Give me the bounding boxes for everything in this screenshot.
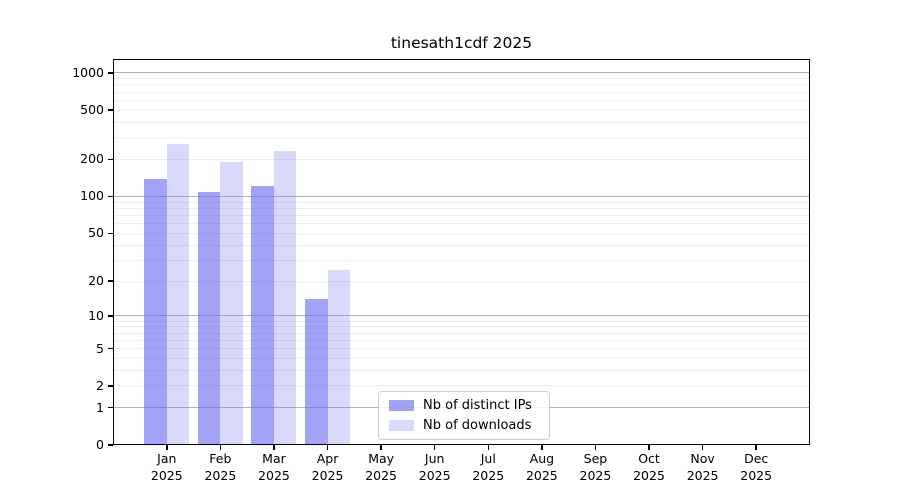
x-tick-label: Nov 2025	[686, 451, 719, 483]
bar-distinct-ips	[305, 299, 328, 445]
y-tick-mark	[108, 109, 113, 111]
minor-gridline	[113, 357, 810, 359]
minor-gridline	[113, 84, 810, 86]
plot-area	[113, 59, 810, 445]
x-tick-label: Aug 2025	[525, 451, 558, 483]
minor-gridline	[113, 137, 810, 139]
x-tick-mark	[541, 445, 543, 450]
minor-gridline	[113, 109, 810, 111]
minor-gridline	[113, 332, 810, 334]
y-tick-mark	[108, 158, 113, 161]
y-tick-label: 2	[96, 377, 104, 393]
bar-distinct-ips	[197, 192, 221, 445]
x-tick-mark	[273, 445, 275, 450]
y-tick-mark	[108, 347, 113, 350]
x-tick-label: Apr 2025	[311, 451, 344, 483]
bar-downloads	[166, 144, 190, 445]
y-tick-label: 1	[96, 399, 104, 415]
chart-title: tinesath1cdf 2025	[390, 34, 533, 52]
x-tick-mark	[594, 445, 597, 450]
y-tick-mark	[108, 72, 113, 74]
x-tick-mark	[433, 445, 436, 450]
minor-gridline	[113, 326, 810, 328]
downloads-swatch-icon	[389, 420, 414, 431]
legend-label-distinct-ips: Nb of distinct IPs	[423, 398, 532, 413]
x-tick-mark	[166, 445, 168, 450]
x-tick-mark	[755, 445, 757, 450]
minor-gridline	[113, 121, 810, 123]
x-tick-mark	[648, 445, 650, 450]
x-tick-mark	[380, 445, 382, 450]
bar-downloads	[220, 162, 243, 445]
minor-gridline	[113, 91, 810, 93]
x-tick-mark	[701, 445, 704, 450]
minor-gridline	[113, 78, 810, 80]
minor-gridline	[113, 201, 810, 203]
x-tick-mark	[487, 445, 490, 450]
y-tick-label: 200	[80, 151, 104, 167]
x-tick-label: Jul 2025	[472, 451, 505, 483]
minor-gridline	[113, 320, 810, 322]
y-tick-mark	[108, 280, 113, 282]
minor-gridline	[113, 232, 810, 234]
minor-gridline	[113, 339, 810, 341]
minor-gridline	[113, 259, 810, 261]
minor-gridline	[113, 214, 810, 216]
minor-gridline	[113, 207, 810, 209]
x-tick-label: Mar 2025	[258, 451, 290, 483]
x-tick-mark	[326, 445, 329, 450]
major-gridline	[113, 315, 810, 317]
minor-gridline	[113, 158, 810, 160]
y-tick-label: 0	[96, 437, 104, 452]
major-gridline	[113, 195, 810, 197]
y-tick-label: 500	[80, 102, 104, 118]
legend-row-distinct-ips: Nb of distinct IPs	[389, 398, 539, 413]
y-tick-mark	[108, 406, 113, 409]
y-tick-mark	[108, 444, 113, 446]
minor-gridline	[113, 244, 810, 246]
x-tick-label: Oct 2025	[633, 451, 665, 483]
y-tick-mark	[108, 315, 113, 317]
x-tick-label: Jun 2025	[418, 451, 451, 483]
y-tick-mark	[108, 232, 113, 234]
y-tick-label: 5	[96, 340, 104, 356]
minor-gridline	[113, 385, 810, 387]
x-tick-label: May 2025	[365, 451, 398, 483]
x-tick-mark	[219, 445, 222, 450]
legend-label-downloads: Nb of downloads	[423, 418, 532, 433]
y-tick-label: 1000	[72, 64, 104, 80]
bar-downloads	[273, 150, 297, 445]
y-tick-mark	[108, 385, 113, 387]
bar-distinct-ips	[144, 178, 167, 445]
y-tick-label: 50	[88, 225, 104, 241]
x-tick-label: Dec 2025	[740, 451, 773, 483]
legend: Nb of distinct IPs Nb of downloads	[378, 391, 550, 440]
minor-gridline	[113, 280, 810, 282]
y-tick-label: 20	[88, 273, 104, 289]
x-tick-label: Jan 2025	[150, 451, 183, 483]
y-tick-mark	[108, 195, 113, 198]
y-tick-label: 100	[80, 188, 104, 204]
minor-gridline	[113, 348, 810, 349]
minor-gridline	[113, 99, 810, 101]
bar-downloads	[327, 269, 351, 445]
y-tick-label: 10	[88, 307, 104, 323]
minor-gridline	[113, 369, 810, 371]
minor-gridline	[113, 223, 810, 225]
legend-row-downloads: Nb of downloads	[389, 418, 539, 433]
major-gridline	[113, 72, 810, 74]
x-tick-label: Feb 2025	[204, 451, 237, 483]
bar-distinct-ips	[251, 185, 274, 445]
x-tick-label: Sep 2025	[579, 451, 612, 483]
distinct-ips-swatch-icon	[389, 400, 414, 411]
